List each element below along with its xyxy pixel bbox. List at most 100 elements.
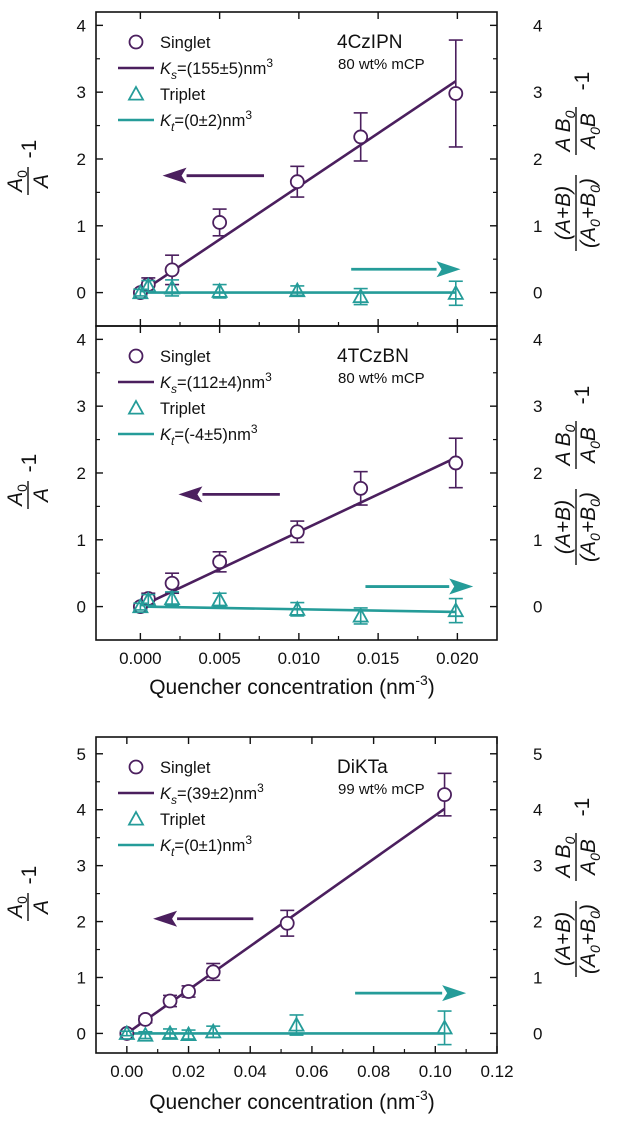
legend-triplet-label: Triplet <box>160 811 206 829</box>
x-tick-label: 0.005 <box>198 649 241 668</box>
singlet-point <box>164 262 180 278</box>
arrow-head <box>178 486 203 503</box>
y-tick-label: 4 <box>77 16 86 35</box>
y-tick-label-right: 1 <box>533 217 542 236</box>
triplet-point <box>139 277 157 293</box>
triplet-point <box>118 1024 136 1040</box>
left-label-denominator: A <box>30 174 53 190</box>
y-tick-label: 0 <box>77 284 86 303</box>
triplet-point <box>136 1026 154 1042</box>
singlet-point <box>212 554 228 570</box>
right-label-a: (A+B) <box>552 912 575 966</box>
y-tick-label-right: 4 <box>533 801 542 820</box>
triplet-point <box>163 589 181 606</box>
y-tick-label-right: 0 <box>533 598 542 617</box>
singlet-point <box>353 129 369 145</box>
y-tick-label: 1 <box>77 217 86 236</box>
right-label-b: A B0 <box>552 110 578 153</box>
y-tick-label-right: 2 <box>533 464 542 483</box>
singlet-point <box>162 993 178 1009</box>
y-tick-label: 0 <box>77 598 86 617</box>
x-tick-label: 0.10 <box>419 1062 452 1081</box>
x-tick-label: 0.08 <box>357 1062 390 1081</box>
chart-panel-4TCzBN: 0.000 0.005 0.010 0.015 0.020 0 0 1 1 2 2 3 3 4 4 Singl… <box>4 325 603 668</box>
triplet-point <box>287 1016 306 1032</box>
left-label-numerator: A0 <box>4 170 30 194</box>
x-tick-label: 0.00 <box>110 1062 143 1081</box>
right-label-f: A0B <box>577 113 603 151</box>
legend-triplet-marker <box>127 85 145 101</box>
sample-name: 4CzIPN <box>337 32 402 53</box>
right-label-b: A B0 <box>552 424 578 467</box>
y-tick-label-right: 0 <box>533 1024 542 1043</box>
legend-triplet-marker <box>127 399 145 415</box>
triplet-point <box>163 279 181 295</box>
legend-singlet-marker <box>128 348 144 364</box>
left-label-minus-one: -1 <box>18 454 41 473</box>
left-label-denominator: A <box>30 900 53 916</box>
legend-kt-label: Kt=(-4±5)nm3 <box>160 422 258 448</box>
arrow-head <box>442 985 467 1002</box>
y-tick-label: 1 <box>77 968 86 987</box>
triplet-point <box>288 281 306 298</box>
left-axis-label: A0 A -1 <box>4 454 53 509</box>
y-tick-label: 1 <box>77 531 86 550</box>
legend-ks-label: Ks=(112±4)nm3 <box>160 370 272 396</box>
singlet-point <box>437 787 452 803</box>
y-tick-label: 2 <box>77 913 86 932</box>
triplet-point <box>447 284 465 300</box>
singlet-point <box>279 915 295 931</box>
triplet-point <box>288 600 306 616</box>
y-tick-label-right: 2 <box>533 150 542 169</box>
triplet-point <box>447 601 465 618</box>
y-tick-label-right: 3 <box>533 83 542 102</box>
sample-name: 4TCzBN <box>337 346 409 367</box>
singlet-point <box>353 480 369 496</box>
legend-triplet-marker <box>127 810 145 826</box>
singlet-point <box>289 174 305 190</box>
right-label-a: (A+B) <box>552 186 575 240</box>
right-label-c: (A0+B0) <box>577 178 603 248</box>
left-label-numerator: A0 <box>4 896 30 920</box>
y-tick-label-right: 0 <box>533 284 542 303</box>
y-tick-label: 3 <box>77 83 86 102</box>
triplet-point <box>211 282 229 298</box>
x-tick-label: 0.02 <box>172 1062 205 1081</box>
y-tick-label: 2 <box>77 150 86 169</box>
right-label-b: A B0 <box>552 836 578 879</box>
legend-triplet-label: Triplet <box>160 400 206 418</box>
singlet-point <box>137 1012 153 1027</box>
x-tick-label: 0.12 <box>480 1062 513 1081</box>
singlet-point <box>212 215 228 230</box>
singlet-point <box>181 984 196 999</box>
legend-ks-label: Ks=(39±2)nm3 <box>160 781 264 807</box>
y-tick-label-right: 3 <box>533 857 542 876</box>
legend-singlet-label: Singlet <box>160 34 211 52</box>
y-tick-label: 3 <box>77 397 86 416</box>
right-label-minus-one: -1 <box>571 72 594 91</box>
left-axis-label: A0 A -1 <box>4 866 53 921</box>
singlet-point <box>448 455 464 471</box>
plot-frame <box>95 736 498 1054</box>
y-tick-label: 4 <box>77 330 86 349</box>
right-label-f: A0B <box>577 427 603 465</box>
triplet-point <box>352 607 370 623</box>
plot-frame <box>95 325 498 641</box>
legend-kt-label: Kt=(0±1)nm3 <box>160 833 252 859</box>
singlet-point <box>205 964 221 980</box>
host-label: 99 wt% mCP <box>338 781 425 798</box>
y-tick-label: 3 <box>77 857 86 876</box>
x-tick-label: 0.04 <box>234 1062 267 1081</box>
x-axis-title-top: Quencher concentration (nm-3) <box>149 672 435 699</box>
arrow-head <box>436 261 461 278</box>
left-label-numerator: A0 <box>4 484 30 508</box>
triplet-point <box>436 1018 454 1035</box>
triplet-point <box>180 1025 198 1042</box>
legend-kt-label: Kt=(0±2)nm3 <box>160 108 252 134</box>
y-tick-label: 2 <box>77 464 86 483</box>
x-tick-label: 0.000 <box>119 649 162 668</box>
singlet-point <box>289 524 305 540</box>
